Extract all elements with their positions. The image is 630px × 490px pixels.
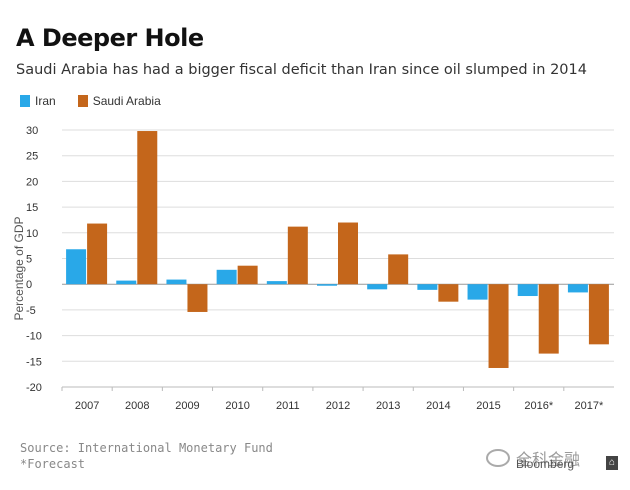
bar-saudi-2015 [488, 284, 509, 368]
legend-swatch-iran [20, 95, 30, 107]
y-tick-label: 5 [26, 254, 32, 266]
x-tick-label: 2012 [326, 400, 350, 412]
bar-saudi-2016 [538, 284, 559, 354]
legend-label-iran: Iran [35, 94, 56, 108]
x-tick-label: 2016* [524, 400, 553, 412]
bar-iran-2007 [66, 249, 87, 285]
legend-item-saudi: Saudi Arabia [77, 94, 161, 108]
x-tick-label: 2017* [575, 400, 604, 412]
y-tick-label: 30 [26, 125, 38, 137]
x-tick-label: 2013 [376, 400, 400, 412]
x-tick-label: 2011 [276, 400, 300, 412]
bloomberg-icon: ⌂ [606, 456, 618, 470]
bar-saudi-2009 [187, 284, 208, 312]
y-tick-label: -5 [26, 305, 36, 317]
x-tick-label: 2010 [225, 400, 249, 412]
wechat-icon [486, 449, 510, 467]
chart-footer: Source: International Monetary Fund *For… [20, 440, 273, 472]
brand-logo: Bloomberg [516, 457, 575, 471]
legend-swatch-saudi [77, 95, 88, 107]
bar-iran-2009 [166, 279, 187, 285]
forecast-note: *Forecast [20, 457, 86, 471]
legend-label-saudi: Saudi Arabia [92, 94, 161, 108]
bar-saudi-2013 [388, 254, 409, 285]
watermark: 全科金融 [486, 446, 580, 470]
y-tick-label: 0 [26, 279, 32, 291]
y-tick-label: 15 [26, 202, 38, 214]
y-tick-label: -10 [26, 331, 42, 343]
bar-iran-2010 [216, 269, 237, 285]
bar-iran-2013 [367, 284, 388, 290]
y-tick-label: 20 [26, 176, 38, 188]
bar-saudi-2011 [287, 226, 308, 285]
watermark-text: 全科金融 [516, 452, 581, 469]
bar-saudi-2014 [438, 284, 459, 302]
chart-subtitle: Saudi Arabia has had a bigger fiscal def… [16, 62, 587, 78]
x-tick-label: 2015 [476, 400, 500, 412]
bar-saudi-2017 [588, 284, 609, 345]
bar-iran-2012 [317, 284, 337, 286]
y-tick-label: 25 [26, 151, 38, 163]
bar-iran-2016 [517, 284, 538, 297]
bar-saudi-2010 [237, 265, 258, 285]
source-note: Source: International Monetary Fund [20, 441, 273, 455]
y-tick-label: -20 [26, 382, 42, 394]
chart-title: A Deeper Hole [16, 24, 204, 52]
x-tick-label: 2007 [75, 400, 99, 412]
bar-iran-2014 [417, 284, 438, 290]
bar-saudi-2012 [338, 222, 358, 285]
bar-iran-2017 [567, 284, 588, 293]
bar-saudi-2008 [137, 131, 158, 285]
y-tick-label: 10 [26, 228, 38, 240]
y-axis-label: Percentage of GDP [12, 216, 26, 320]
legend: Iran Saudi Arabia [20, 94, 183, 108]
bar-saudi-2007 [87, 223, 108, 285]
x-tick-label: 2009 [175, 400, 199, 412]
bar-iran-2011 [266, 281, 287, 285]
y-tick-label: -15 [26, 356, 42, 368]
bar-iran-2008 [116, 280, 137, 285]
legend-item-iran: Iran [20, 94, 56, 108]
x-tick-label: 2014 [426, 400, 450, 412]
bar-iran-2015 [467, 284, 488, 300]
x-tick-label: 2008 [125, 400, 149, 412]
